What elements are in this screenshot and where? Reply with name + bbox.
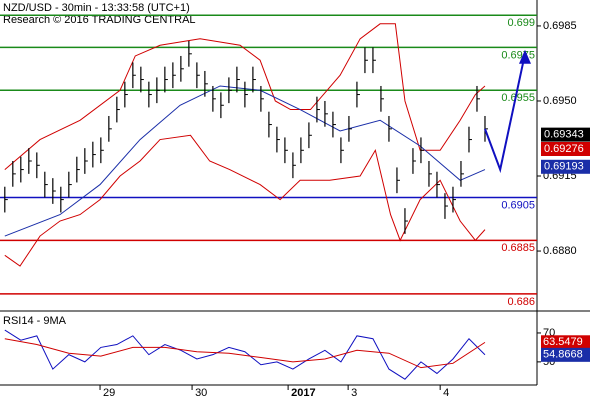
level-label: 0.6885 (501, 242, 535, 254)
x-tick-label: 3 (351, 387, 357, 399)
level-label: 0.686 (507, 296, 535, 308)
x-tick-label: 4 (443, 387, 449, 399)
price-tag (541, 127, 590, 142)
forecast-arrowhead (518, 49, 531, 64)
price-tag-label: 0.69193 (544, 161, 584, 173)
forecast-line (484, 53, 526, 174)
y-tick-label: 0.6880 (543, 245, 577, 257)
rsi-tag (541, 347, 590, 362)
overlay-line (4, 134, 486, 267)
x-tick-label: 2017 (291, 387, 315, 399)
overlay-line (4, 85, 486, 237)
chart-subtitle: Research © 2016 TRADING CENTRAL (3, 14, 196, 26)
level-label: 0.6955 (501, 92, 535, 104)
rsi-tag-label: 54.8668 (543, 349, 583, 361)
level-label: 0.699 (507, 17, 535, 29)
rsi-line (4, 338, 486, 369)
price-tag (541, 159, 590, 174)
rsi-line (4, 329, 486, 380)
y-tick-label: 0.6985 (543, 20, 577, 32)
chart-title: NZD/USD - 30min - 13:33:58 (UTC+1) (3, 2, 190, 14)
rsi-tag-label: 63.5479 (543, 336, 583, 348)
rsi-title: RSI14 - 9MA (3, 315, 67, 327)
rsi-tag (541, 335, 590, 350)
level-label: 0.6905 (501, 199, 535, 211)
price-tag-label: 0.69343 (544, 129, 584, 141)
price-tag (541, 141, 590, 156)
y-tick-label: 0.6950 (543, 95, 577, 107)
x-tick-label: 29 (103, 387, 115, 399)
price-tag-label: 0.69276 (544, 143, 584, 155)
level-label: 0.6975 (501, 49, 535, 61)
x-tick-label: 30 (195, 387, 207, 399)
